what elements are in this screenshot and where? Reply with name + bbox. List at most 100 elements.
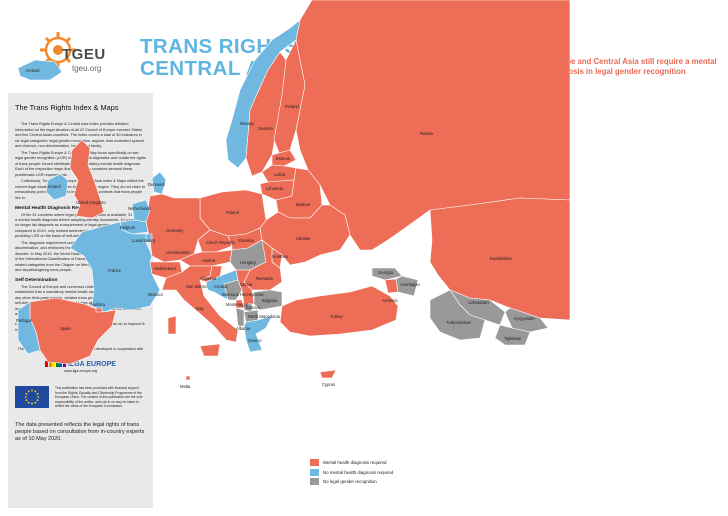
label-portugal: Portugal xyxy=(16,318,32,323)
label-poland: Poland xyxy=(226,210,240,215)
region-serbia[interactable] xyxy=(235,269,255,305)
label-spain: Spain xyxy=(60,326,71,331)
label-turkmenistan: Turkmenistan xyxy=(446,320,472,325)
section-heading-diagnosis: Mental Health Diagnosis Requirement xyxy=(15,206,102,212)
label-liechtenstein: Liechtenstein xyxy=(166,250,191,255)
label-malta: Malta xyxy=(180,384,191,389)
ilga-url[interactable]: www.ilga-europe.org xyxy=(64,368,97,373)
label-netherlands: Netherlands xyxy=(128,206,151,211)
region-tajikistan[interactable] xyxy=(494,324,531,346)
label-montenegro: Montenegro xyxy=(226,302,249,307)
region-turkey[interactable] xyxy=(279,285,399,337)
region-uk[interactable] xyxy=(69,139,105,219)
ilga-logo: ILGA EUROPE xyxy=(15,361,146,369)
label-czech: Czech Republic xyxy=(206,240,235,245)
legend-swatch-required xyxy=(310,459,319,467)
legend-label: No mental health diagnosis required xyxy=(323,469,394,475)
label-germany: Germany xyxy=(166,228,184,233)
label-sweden: Sweden xyxy=(258,126,274,131)
region-greece[interactable] xyxy=(243,315,273,353)
label-azerbaijan: Azerbaijan xyxy=(400,282,420,287)
label-latvia: Latvia xyxy=(274,172,286,177)
region-malta[interactable] xyxy=(185,375,191,381)
region-andorra[interactable] xyxy=(95,307,103,313)
eu-disclaimer: This publication has been produced with … xyxy=(55,386,143,408)
region-netherlands[interactable] xyxy=(131,199,151,223)
logo-name: TGEU xyxy=(62,46,106,63)
region-kazakhstan[interactable] xyxy=(429,197,570,321)
legend-item: No legal gender recognition xyxy=(310,477,490,487)
label-bulgaria: Bulgaria xyxy=(262,298,278,303)
data-footnote: The data presented reflects the legal ri… xyxy=(15,422,145,443)
label-uzbekistan: Uzbekistan xyxy=(468,300,489,305)
label-denmark: Denmark xyxy=(148,182,166,187)
label-belarus: Belarus xyxy=(296,202,310,207)
ilga-logo-text: ILGA EUROPE xyxy=(67,360,116,368)
label-bosnia: Bosnia & Herzegovina xyxy=(222,292,264,297)
label-moldova: Moldova xyxy=(272,254,288,259)
label-switzerland: Switzerland xyxy=(154,266,176,271)
label-northmacedonia: North Macedonia xyxy=(248,314,281,319)
label-kyrgyzstan: Kyrgyzstan xyxy=(514,316,535,321)
label-lithuania: Lithuania xyxy=(266,186,284,191)
label-estonia: Estonia xyxy=(276,156,291,161)
label-slovakia: Slovakia xyxy=(238,238,254,243)
region-italy[interactable] xyxy=(161,265,239,343)
label-cyprus: Cyprus xyxy=(322,382,335,387)
label-kazakhstan: Kazakhstan xyxy=(490,256,513,261)
legend-swatch-no-lgr xyxy=(310,478,319,486)
panel-heading: The Trans Rights Index & Maps xyxy=(15,103,119,112)
label-georgia: Georgia xyxy=(378,270,394,275)
label-finland: Finland xyxy=(285,104,299,109)
region-portugal[interactable] xyxy=(17,301,41,355)
headline: 31 countries in Europe and Central Asia … xyxy=(491,57,717,76)
region-ireland[interactable] xyxy=(45,173,69,201)
legend-label: No legal gender recognition xyxy=(323,479,377,485)
label-norway: Norway xyxy=(240,121,255,126)
label-iceland: Iceland xyxy=(26,68,40,73)
label-slovenia: Slovenia xyxy=(200,276,217,281)
label-serbia: Serbia xyxy=(240,282,253,287)
label-russia: Russia xyxy=(420,131,433,136)
section-heading-self-determination: Self Determination xyxy=(15,278,58,284)
label-luxembourg: Luxembourg xyxy=(132,238,156,243)
region-cyprus[interactable] xyxy=(319,369,337,379)
label-albania: Albania xyxy=(236,326,251,331)
label-italy: Italy xyxy=(196,306,205,311)
legend-label: Mental health diagnosis required xyxy=(323,460,387,466)
legend-item: Mental health diagnosis required xyxy=(310,458,490,468)
region-sicily[interactable] xyxy=(199,343,221,357)
region-turkmenistan[interactable] xyxy=(429,289,486,341)
region-georgia[interactable] xyxy=(371,267,403,281)
label-greece: Greece xyxy=(248,338,262,343)
region-estonia[interactable] xyxy=(271,149,297,167)
map-legend: Mental health diagnosis required No ment… xyxy=(310,458,490,487)
label-uk: United Kingdom xyxy=(76,200,106,205)
intro-paragraph: The Trans Rights Europe & Central Asia I… xyxy=(15,122,144,149)
label-sanmarino: San Marino xyxy=(186,284,208,289)
label-tajikistan: Tajikistan xyxy=(504,336,522,341)
region-denmark[interactable] xyxy=(151,171,167,195)
label-andorra: Andorra xyxy=(90,302,106,307)
region-albania[interactable] xyxy=(235,307,245,327)
label-romania: Romania xyxy=(256,276,273,281)
label-kosovo: Kosovo xyxy=(246,305,261,310)
legend-item: No mental health diagnosis required xyxy=(310,468,490,478)
label-austria: Austria xyxy=(202,258,216,263)
region-sardinia[interactable] xyxy=(167,315,177,335)
label-ireland: Ireland xyxy=(48,184,61,189)
label-belgium: Belgium xyxy=(120,225,136,230)
eu-funding: This publication has been produced with … xyxy=(15,386,146,409)
region-azerbaijan[interactable] xyxy=(395,275,419,297)
region-france[interactable] xyxy=(69,221,161,313)
region-iceland[interactable] xyxy=(17,59,63,81)
region-bosnia[interactable] xyxy=(223,279,243,301)
eu-flag-icon xyxy=(15,386,49,409)
region-germany[interactable] xyxy=(145,193,211,263)
label-monaco: Monaco xyxy=(148,292,164,297)
legend-swatch-not-required xyxy=(310,468,319,476)
europe-map: Iceland Norway Sweden Finland Russia Est… xyxy=(16,0,570,389)
label-armenia: Armenia xyxy=(382,298,398,303)
logo-url: tgeu.org xyxy=(72,64,102,73)
label-france: France xyxy=(108,268,122,273)
